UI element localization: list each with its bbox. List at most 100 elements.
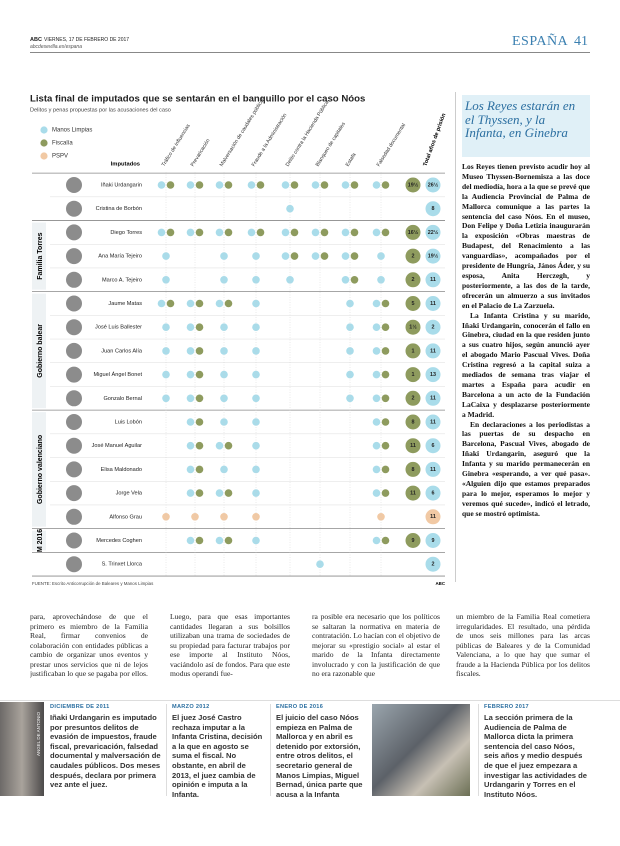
header-rule: [30, 52, 590, 53]
dot: [290, 252, 299, 260]
total-label: 22½: [428, 229, 439, 236]
dot: [372, 394, 381, 403]
dot: [166, 228, 175, 237]
dot: [195, 181, 204, 189]
name: Mercedes Coghen: [96, 538, 142, 544]
dot: [195, 465, 204, 474]
section: ESPAÑA: [512, 34, 569, 49]
portrait: [66, 508, 82, 525]
portrait: [66, 366, 82, 383]
total-badge: [425, 461, 441, 477]
body-column: ra posible era necesario que los polític…: [312, 612, 440, 678]
dot: [220, 347, 228, 355]
group-label: M 2016: [37, 529, 44, 552]
group-band: [32, 293, 46, 409]
name: Cristina de Borbón: [96, 206, 142, 212]
dot: [215, 181, 224, 189]
name: Jorge Vela: [116, 491, 143, 497]
total-label: 11: [430, 277, 436, 283]
dot: [252, 489, 260, 497]
dot: [215, 299, 224, 308]
dot: [372, 181, 381, 189]
dot: [372, 418, 381, 426]
dot: [186, 228, 195, 237]
total-label: 19½: [408, 181, 419, 188]
dot: [341, 276, 350, 284]
portrait: [66, 224, 82, 241]
total-label: 2: [432, 325, 435, 331]
portrait: [66, 295, 82, 312]
dot: [381, 536, 390, 545]
total-badge: [405, 343, 421, 359]
total-label: 11: [410, 443, 416, 449]
dot: [381, 489, 390, 497]
timeline-rule: [0, 700, 620, 701]
dot: [186, 536, 195, 545]
total-label: 5: [412, 301, 415, 307]
timeline-divider: [478, 704, 479, 796]
dot: [281, 228, 290, 237]
column-header: Blanqueo de capitales: [315, 121, 347, 168]
timeline-item: MARZO 2012 El juez José Castro rechaza im…: [172, 704, 266, 798]
dot: [162, 347, 170, 355]
total-badge: [425, 485, 441, 501]
total-badge: [425, 533, 441, 548]
dot: [224, 181, 233, 189]
column-header: Fraude a la Administración: [251, 112, 289, 167]
dot: [195, 441, 204, 450]
name: Elisa Maldonado: [101, 467, 142, 473]
total-badge: [425, 201, 441, 217]
total-badge: [405, 319, 421, 335]
total-label: 11: [410, 491, 416, 497]
column-header: Falsedad documental: [376, 123, 407, 168]
timeline-text: Iñaki Urdangarin es imputado por presunt…: [50, 713, 161, 790]
dot: [157, 228, 166, 237]
total-label: 1: [412, 372, 415, 378]
dot: [372, 370, 381, 379]
total-label: 26½: [428, 181, 439, 188]
paragraph: La Infanta Cristina y su marido, Iñaki U…: [462, 310, 590, 419]
dot: [350, 252, 359, 260]
date: VIERNES, 17 DE FEBRERO DE 2017: [44, 37, 130, 43]
portrait: [66, 485, 82, 502]
dot: [215, 489, 224, 497]
timeline-divider: [166, 704, 167, 796]
dot: [381, 181, 390, 189]
total-label: 19½: [428, 253, 439, 260]
dot: [341, 181, 350, 189]
dot: [381, 394, 390, 403]
divider: [455, 92, 456, 582]
dot: [186, 181, 195, 189]
total-label: 11: [430, 419, 436, 425]
dot: [247, 228, 256, 237]
column-header: Prevaricación: [190, 138, 212, 168]
total-badge: [425, 414, 441, 430]
dot: [281, 181, 290, 189]
dot: [377, 513, 385, 521]
dot: [252, 513, 260, 521]
name: Luis Lobón: [115, 419, 142, 425]
dot: [224, 536, 233, 545]
legend-label: Manos Limpias: [52, 128, 92, 134]
dot: [224, 441, 233, 450]
infographic: Lista final de imputados que se sentarán…: [30, 94, 448, 587]
portrait: [66, 461, 82, 478]
dot: [224, 489, 233, 497]
total-badge: [405, 224, 421, 240]
total-badge: [405, 390, 421, 406]
dot: [252, 465, 260, 474]
dot: [247, 181, 256, 189]
dot: [341, 228, 350, 237]
dot: [341, 252, 350, 260]
dot: [311, 228, 320, 237]
dot: [372, 465, 381, 474]
group-band: [32, 412, 46, 527]
sidebar-headline: Los Reyes estarán en el Thyssen, y la In…: [462, 95, 590, 157]
total-label: 8: [432, 206, 435, 212]
name: Juan Carlos Alía: [101, 348, 143, 354]
dot: [220, 252, 228, 260]
total-label: 6: [432, 443, 435, 449]
dot: [290, 181, 299, 189]
dot: [186, 299, 195, 308]
total-label: 2: [412, 254, 415, 260]
